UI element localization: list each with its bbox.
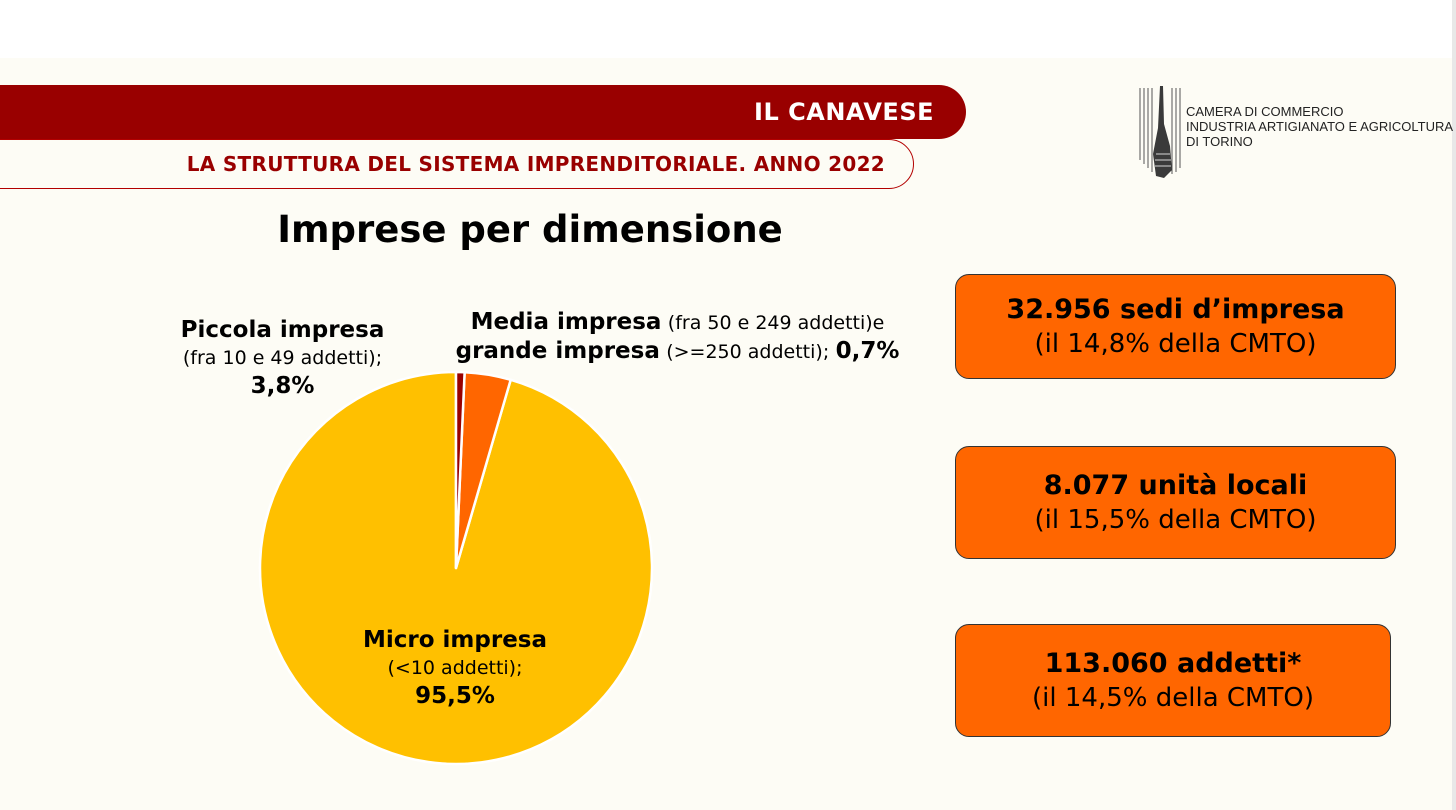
piccola-name: Piccola impresa <box>180 317 385 343</box>
micro-value-label: 95,5% <box>415 683 495 709</box>
region-title: IL CANAVESE <box>754 98 934 126</box>
stat-box-addetti: 113.060 addetti* (il 14,5% della CMTO) <box>955 624 1391 737</box>
piccola-detail: (fra 10 e 49 addetti); <box>182 347 383 369</box>
chart-title: Imprese per dimensione <box>277 208 783 251</box>
stat-sub: (il 14,5% della CMTO) <box>1032 682 1314 713</box>
chamber-logo: CAMERA DI COMMERCIO INDUSTRIA ARTIGIANAT… <box>1136 84 1453 180</box>
media-name: Media impresa <box>470 309 662 335</box>
label-micro-impresa: Micro impresa (<10 addetti); 95,5% <box>330 626 580 710</box>
emblem-icon <box>1139 86 1181 178</box>
stat-main: 32.956 sedi d’impresa <box>1006 293 1345 325</box>
subtitle-banner: LA STRUTTURA DEL SISTEMA IMPRENDITORIALE… <box>0 139 914 189</box>
pie-slice-media-impresa <box>454 370 466 570</box>
label-piccola-impresa: Piccola impresa (fra 10 e 49 addetti); 3… <box>150 316 415 400</box>
grande-name: grande impresa <box>455 338 660 364</box>
stat-box-unita-locali: 8.077 unità locali (il 15,5% della CMTO) <box>955 446 1396 559</box>
logo-text: CAMERA DI COMMERCIO INDUSTRIA ARTIGIANAT… <box>1186 104 1453 149</box>
label-media-grande-impresa: Media impresa (fra 50 e 249 addetti)e gr… <box>455 308 900 366</box>
stat-sub: (il 14,8% della CMTO) <box>1034 328 1317 359</box>
stat-sub: (il 15,5% della CMTO) <box>1034 504 1317 535</box>
logo-line: INDUSTRIA ARTIGIANATO E AGRICOLTURA <box>1186 119 1454 134</box>
region-banner: IL CANAVESE <box>0 85 966 139</box>
media-detail: (fra 50 e 249 addetti)e <box>667 312 885 334</box>
window-edge <box>1452 0 1456 810</box>
slide-subtitle: LA STRUTTURA DEL SISTEMA IMPRENDITORIALE… <box>186 152 885 176</box>
micro-detail: (<10 addetti); <box>387 657 523 679</box>
stat-main: 8.077 unità locali <box>1043 469 1308 501</box>
stat-box-sedi: 32.956 sedi d’impresa (il 14,8% della CM… <box>955 274 1396 379</box>
logo-line: CAMERA DI COMMERCIO <box>1186 104 1344 119</box>
stat-main: 113.060 addetti* <box>1044 647 1302 679</box>
logo-line: DI TORINO <box>1186 134 1253 149</box>
piccola-value-label: 3,8% <box>250 373 315 399</box>
micro-name: Micro impresa <box>362 627 548 653</box>
media-value-label: 0,7% <box>835 338 900 364</box>
grande-detail: (>=250 addetti); <box>666 341 830 363</box>
